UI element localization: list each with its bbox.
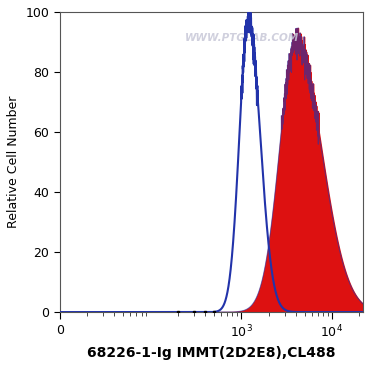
X-axis label: 68226-1-Ig IMMT(2D2E8),CL488: 68226-1-Ig IMMT(2D2E8),CL488 [87,346,336,360]
Text: WWW.PTGLAB.COM: WWW.PTGLAB.COM [185,33,299,43]
Y-axis label: Relative Cell Number: Relative Cell Number [7,96,20,228]
